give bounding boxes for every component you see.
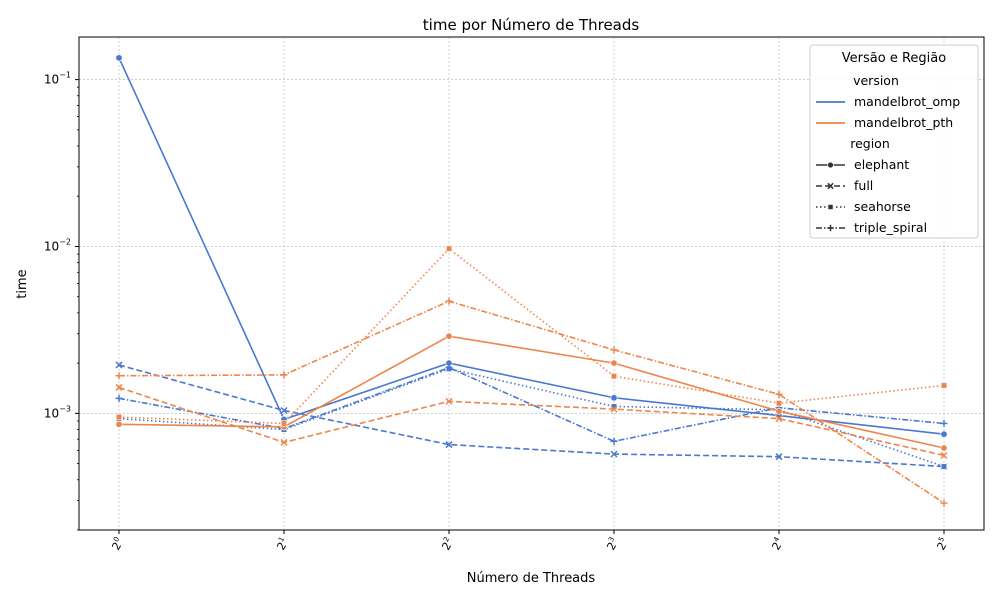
data-point <box>827 204 834 210</box>
series-line <box>118 386 945 457</box>
data-point <box>445 245 453 252</box>
data-point <box>280 420 288 427</box>
data-point <box>940 430 948 438</box>
data-point <box>115 383 123 391</box>
y-tick-label: 10−1 <box>44 71 71 87</box>
legend-label: seahorse <box>854 199 911 214</box>
data-point <box>115 420 123 428</box>
data-point <box>940 463 948 470</box>
data-point <box>115 372 123 380</box>
data-point <box>610 405 618 413</box>
data-point <box>827 161 834 169</box>
series-line <box>118 247 945 425</box>
legend-label: mandelbrot_omp <box>854 94 960 109</box>
data-point <box>610 346 618 354</box>
x-tick-label: 22 <box>439 536 457 553</box>
y-axis: 10−3 10−2 10−1 <box>44 71 79 531</box>
data-point <box>280 438 288 446</box>
y-tick-label: 10−2 <box>44 237 71 253</box>
legend-entries: version mandelbrot_omp mandelbrot_pthregio… <box>816 73 960 235</box>
y-axis-label: time <box>15 269 30 298</box>
series-mandelbrot_pth-full <box>115 383 948 459</box>
legend-label: triple_spiral <box>854 220 927 235</box>
legend-region-header: region <box>850 136 890 151</box>
series-mandelbrot_omp-seahorse <box>115 365 948 470</box>
data-point <box>115 413 123 421</box>
legend-label: mandelbrot_pth <box>854 115 953 130</box>
legend-label: full <box>854 178 873 193</box>
data-point <box>115 394 123 402</box>
data-point <box>775 415 783 423</box>
data-point <box>827 224 834 232</box>
legend-title: Versão e Região <box>842 51 946 66</box>
series-mandelbrot_pth-triple_spiral <box>115 297 948 507</box>
data-point <box>115 361 123 369</box>
data-point <box>280 371 288 379</box>
x-axis: 20 21 22 23 24 25 <box>109 530 952 553</box>
x-tick-label: 20 <box>109 536 127 553</box>
data-point <box>610 359 618 367</box>
series-mandelbrot_pth-seahorse <box>115 245 948 427</box>
chart-title: time por Número de Threads <box>423 16 640 34</box>
x-axis-label: Número de Threads <box>467 571 596 586</box>
x-tick-label: 25 <box>934 536 952 553</box>
legend-box <box>809 44 979 239</box>
data-point <box>610 373 618 380</box>
series-line <box>118 335 945 449</box>
series-mandelbrot_omp-full <box>115 361 948 471</box>
x-tick-label: 24 <box>769 535 787 552</box>
data-point <box>940 451 948 459</box>
series-line <box>118 364 945 468</box>
legend-label: elephant <box>854 157 909 172</box>
data-point <box>445 297 453 305</box>
data-point <box>445 364 453 372</box>
data-point <box>610 394 618 402</box>
data-point <box>940 382 948 389</box>
series-layer <box>115 54 948 507</box>
legend-version-header: version <box>853 73 899 88</box>
data-point <box>775 400 783 407</box>
data-point <box>610 437 618 445</box>
data-point <box>445 397 453 405</box>
series-line <box>118 300 945 504</box>
y-tick-label: 10−3 <box>44 404 71 420</box>
data-point <box>610 450 618 458</box>
data-point <box>445 441 453 449</box>
data-point <box>445 332 453 340</box>
grid-layer <box>79 37 984 530</box>
data-point <box>940 499 948 507</box>
data-point <box>775 390 783 398</box>
data-point <box>115 54 123 62</box>
series-mandelbrot_pth-elephant <box>115 332 948 452</box>
data-point <box>775 453 783 461</box>
data-point <box>940 444 948 452</box>
x-tick-label: 21 <box>274 536 292 553</box>
data-point <box>775 407 783 415</box>
x-tick-label: 23 <box>604 536 622 553</box>
series-line <box>118 367 945 468</box>
data-point <box>940 419 948 427</box>
legend: Versão e Região version mandelbrot_ompman… <box>809 44 979 239</box>
data-point <box>280 406 288 415</box>
data-point <box>827 182 834 190</box>
